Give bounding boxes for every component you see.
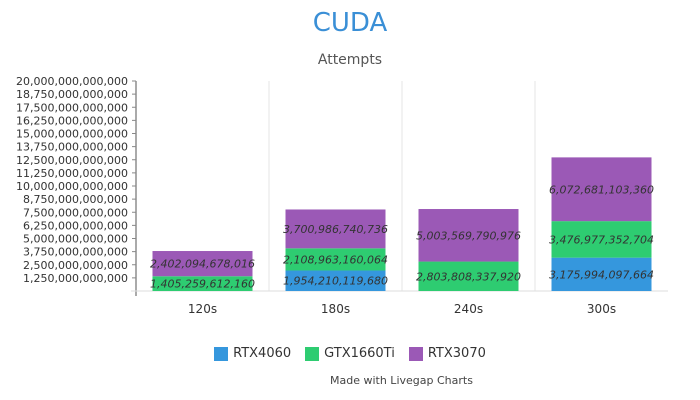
y-tick-label: 16,250,000,000,000: [16, 114, 128, 127]
y-tick-label: 15,000,000,000,000: [16, 128, 128, 141]
bar-segment-gtx1660ti: [418, 261, 519, 291]
y-tick-label: 13,750,000,000,000: [16, 141, 128, 154]
y-tick-label: 10,000,000,000,000: [16, 180, 128, 193]
y-tick-label: 5,000,000,000,000: [23, 233, 128, 246]
legend-swatch-rtx3070: [408, 346, 423, 361]
y-tick-label: 20,000,000,000,000: [16, 75, 128, 88]
y-tick-label: 17,500,000,000,000: [16, 101, 128, 114]
legend-item-gtx1660ti[interactable]: GTX1660Ti: [305, 346, 395, 361]
y-tick-label: 12,500,000,000,000: [16, 154, 128, 167]
y-tick-label: 6,250,000,000,000: [23, 219, 128, 232]
chart-legend: RTX4060 GTX1660Ti RTX3070: [0, 346, 700, 361]
data-label: 3,476,977,352,704: [549, 233, 654, 246]
bar-segment-rtx3070: [152, 251, 253, 277]
data-label: 2,108,963,160,064: [283, 253, 388, 266]
bar-segment-rtx4060: [551, 257, 652, 291]
data-label: 3,175,994,097,664: [549, 268, 654, 281]
data-label: 1,954,210,119,680: [283, 275, 388, 288]
legend-swatch-rtx4060: [214, 346, 229, 361]
y-tick-label: 18,750,000,000,000: [16, 88, 128, 101]
bar-segment-gtx1660ti: [285, 248, 386, 271]
y-tick-label: 8,750,000,000,000: [23, 193, 128, 206]
y-tick-label: 1,250,000,000,000: [23, 272, 128, 285]
chart-subtitle: Attempts: [317, 52, 383, 68]
x-tick-label: 180s: [321, 302, 350, 316]
x-tick-label: 120s: [188, 302, 217, 316]
data-label: 6,072,681,103,360: [549, 183, 654, 196]
bar-segment-rtx3070: [418, 209, 519, 262]
bar-segment-rtx3070: [551, 157, 652, 222]
y-tick-label: 3,750,000,000,000: [23, 246, 128, 259]
data-label: 3,700,986,740,736: [283, 223, 388, 236]
chart-title: CUDA: [312, 8, 388, 38]
legend-swatch-gtx1660ti: [305, 346, 320, 361]
data-label: 2,402,094,678,016: [150, 258, 255, 271]
x-tick-label: 300s: [587, 302, 616, 316]
bar-segment-gtx1660ti: [152, 276, 253, 291]
legend-label-rtx4060: RTX4060: [233, 346, 292, 361]
legend-item-rtx3070[interactable]: RTX3070: [408, 346, 486, 361]
legend-label-rtx3070: RTX3070: [427, 346, 486, 361]
x-tick-label: 240s: [454, 302, 483, 316]
bar-segment-gtx1660ti: [551, 221, 652, 258]
credit-text: Made with Livegap Charts: [330, 374, 473, 387]
data-label: 2,803,808,337,920: [416, 270, 521, 283]
bar-segment-rtx4060: [285, 270, 386, 291]
y-tick-label: 2,500,000,000,000: [23, 259, 128, 272]
legend-label-gtx1660ti: GTX1660Ti: [324, 346, 395, 361]
bar-segment-rtx3070: [285, 209, 386, 249]
legend-item-rtx4060[interactable]: RTX4060: [214, 346, 291, 361]
y-tick-label: 11,250,000,000,000: [16, 167, 128, 180]
y-tick-label: 7,500,000,000,000: [23, 206, 128, 219]
data-label: 5,003,569,790,976: [416, 229, 521, 242]
data-label: 1,405,259,612,160: [150, 278, 255, 291]
